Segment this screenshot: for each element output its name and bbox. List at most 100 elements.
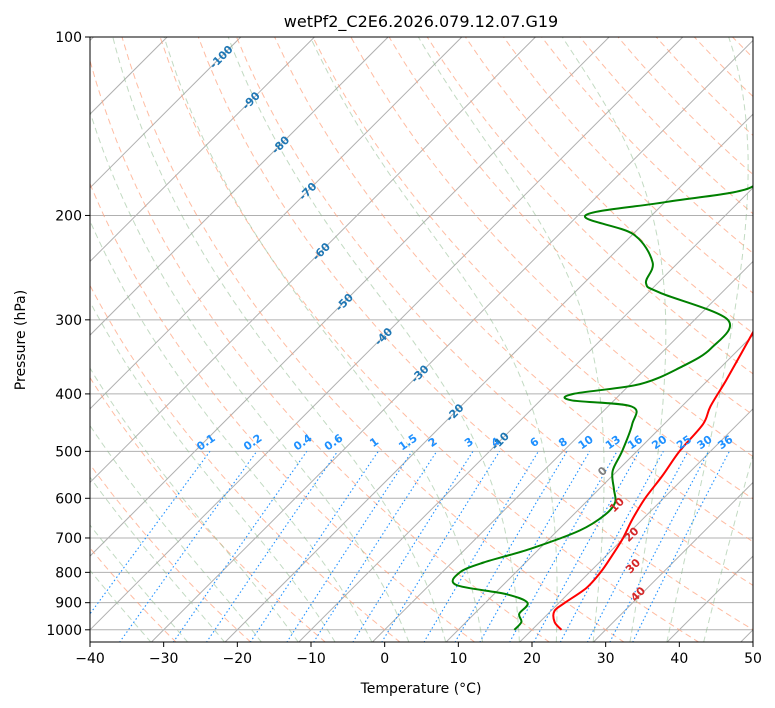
dry-adiabat-line	[90, 58, 551, 642]
moist-adiabat-line	[90, 367, 299, 642]
isotherm-line	[90, 37, 536, 484]
dry-adiabat-line	[312, 37, 753, 500]
moist-adiabat-line	[163, 37, 484, 642]
y-tick-label: 900	[55, 596, 82, 612]
dry-adiabat-line	[236, 37, 753, 586]
mixing-ratio-label: 0.1	[194, 432, 217, 454]
y-axis: 100 200 300 400 500 600 700 800 900 1000	[46, 30, 90, 639]
isotherm-line	[740, 629, 753, 642]
isotherm-line	[90, 37, 463, 410]
x-tick-label: 20	[523, 651, 541, 667]
moist-adiabat-line	[666, 37, 749, 642]
x-tick-label: 40	[670, 651, 688, 667]
isotherm-line	[90, 37, 242, 189]
moist-adiabat-label: 30	[623, 556, 643, 576]
mixing-ratio-label: 13	[603, 433, 623, 452]
mixing-ratio-line	[352, 451, 474, 642]
isotherm-line	[224, 113, 753, 642]
mixing-ratio-line	[119, 450, 258, 642]
dry-adiabat-lines	[90, 37, 775, 642]
mixing-ratio-line	[206, 450, 339, 642]
y-tick-label: 300	[55, 313, 82, 329]
moist-adiabat-line	[90, 424, 262, 642]
moist-adiabat-line	[90, 476, 226, 642]
dry-adiabat-line	[771, 37, 775, 642]
mixing-ratio-label: 0.2	[241, 432, 264, 454]
dry-adiabat-line	[693, 37, 753, 98]
mixing-ratio-label: 1.5	[396, 432, 419, 454]
dry-adiabat-label: -10	[489, 429, 512, 452]
mixing-ratio-line	[313, 450, 438, 642]
dry-adiabat-line	[90, 284, 401, 642]
mixing-ratio-line	[286, 450, 413, 642]
dry-adiabat-line	[274, 37, 753, 543]
y-tick-label: 200	[55, 208, 82, 224]
x-tick-label: −30	[149, 651, 179, 667]
mixing-ratio-line	[454, 451, 568, 642]
moist-adiabat-line	[561, 37, 667, 642]
sounding-series	[451, 185, 753, 631]
moist-adiabat-line	[703, 453, 753, 642]
mixing-ratio-line	[586, 451, 689, 642]
dry-adiabat-line	[90, 182, 476, 642]
chart-title: wetPf2_C2E6.2026.079.12.07.G19	[284, 12, 558, 32]
plot-area: 0.1 0.2 0.4 0.6 1 1.5 2 3 4 6 8 10 13 16 20 25 30 36-100-…	[90, 37, 775, 642]
y-tick-label: 600	[55, 491, 82, 507]
moist-adiabat-line	[90, 110, 410, 642]
mixing-ratio-label: 0.4	[291, 431, 315, 453]
y-tick-label: 1000	[46, 623, 82, 639]
moist-adiabat-label: 20	[622, 524, 642, 544]
isotherm-line	[90, 37, 389, 336]
isotherm-line	[519, 408, 753, 642]
moist-adiabat-line	[112, 37, 447, 642]
dry-adiabat-line	[90, 463, 252, 642]
dry-adiabat-line	[617, 37, 753, 176]
mixing-ratio-line	[90, 450, 211, 615]
isotherm-line	[371, 260, 753, 642]
mixing-ratio-label: 6	[528, 435, 542, 450]
x-axis: −40 −30 −20 −10 0 10 20 30 40 50	[75, 642, 762, 667]
dry-adiabat-line	[350, 37, 753, 458]
dry-adiabat-line	[655, 37, 753, 137]
mixing-ratio-line	[381, 451, 501, 642]
y-tick-label: 500	[55, 444, 82, 460]
mixing-ratio-line	[172, 450, 308, 642]
isotherm-line	[90, 37, 610, 557]
dry-adiabat-line	[90, 376, 327, 642]
dry-adiabat-line	[121, 37, 625, 642]
mixing-ratio-line	[632, 451, 730, 642]
moist-adiabat-lines	[90, 37, 753, 642]
x-tick-label: 30	[597, 651, 615, 667]
x-tick-label: 50	[744, 651, 762, 667]
moist-adiabat-line	[227, 37, 520, 642]
moist-adiabat-line	[90, 569, 152, 642]
mixing-ratio-label: 25	[674, 433, 694, 452]
moist-adiabat-line	[90, 219, 373, 642]
y-tick-label: 800	[55, 565, 82, 581]
mixing-ratio-label: 2	[426, 435, 440, 450]
dry-adiabat-line	[464, 37, 753, 334]
isotherm-line	[592, 481, 753, 642]
mixing-ratio-label: 8	[556, 435, 570, 450]
moist-adiabat-line	[90, 300, 336, 642]
moist-adiabat-line	[417, 37, 605, 642]
x-tick-label: −20	[223, 651, 253, 667]
mixing-ratio-line	[423, 451, 539, 642]
mixing-ratio-line	[249, 450, 379, 642]
mixing-ratio-label: 3	[462, 435, 476, 450]
x-axis-label: Temperature (°C)	[360, 681, 482, 697]
moist-adiabat-line	[309, 37, 558, 642]
isotherm-line	[150, 39, 753, 642]
y-tick-label: 400	[55, 387, 82, 403]
reference-line-labels: 0.1 0.2 0.4 0.6 1 1.5 2 3 4 6 8 10 13 16 20 25 30 36-100-…	[194, 43, 735, 605]
x-tick-label: 0	[380, 651, 389, 667]
mixing-ratio-line	[559, 451, 664, 642]
mixing-ratio-line	[509, 451, 618, 642]
plot-frame	[89, 36, 754, 643]
mixing-ratio-lines	[90, 450, 730, 642]
y-tick-label: 100	[55, 30, 82, 46]
x-tick-label: −40	[75, 651, 105, 667]
isotherm-line	[90, 37, 315, 263]
temperature-line	[552, 330, 753, 631]
